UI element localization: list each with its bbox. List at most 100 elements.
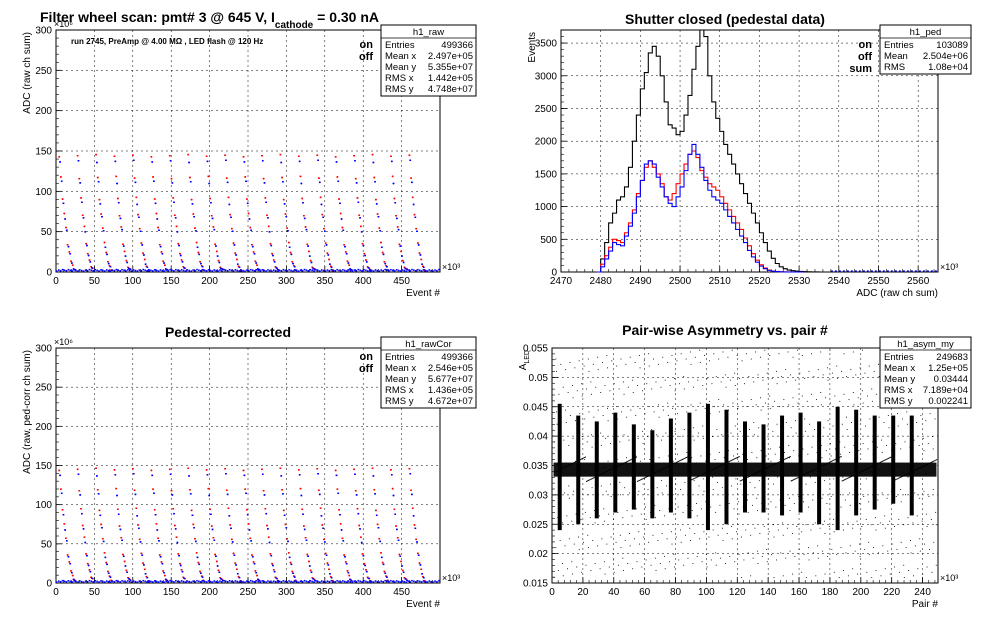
data-point [837, 471, 839, 473]
data-point [58, 469, 61, 472]
data-point [792, 356, 794, 358]
data-point [82, 524, 84, 527]
data-point [723, 463, 725, 465]
data-point [406, 268, 408, 270]
data-point [606, 407, 608, 409]
data-point [613, 571, 615, 573]
data-point [91, 267, 93, 269]
data-point [215, 580, 217, 583]
histogram-on [596, 150, 804, 273]
data-point [176, 225, 178, 228]
data-point [209, 580, 212, 583]
data-point [384, 572, 387, 574]
data-point [355, 177, 357, 180]
data-point [798, 508, 800, 510]
data-point [303, 268, 306, 271]
data-point [914, 545, 916, 547]
data-point [75, 580, 77, 583]
spike-lower [780, 469, 785, 516]
data-point [715, 376, 717, 378]
data-point [296, 580, 298, 583]
data-point [384, 579, 386, 582]
data-point [883, 422, 885, 423]
data-point [769, 355, 771, 356]
data-point [114, 474, 117, 476]
data-point [588, 411, 590, 413]
data-point [834, 395, 836, 397]
data-point [67, 580, 70, 582]
data-point [595, 386, 597, 388]
data-point [900, 489, 902, 490]
spike-lower [594, 469, 599, 519]
data-point [246, 580, 248, 582]
data-point [886, 458, 888, 460]
data-point [621, 411, 623, 413]
data-point [152, 270, 154, 272]
data-point [630, 409, 632, 411]
data-point [107, 570, 109, 573]
data-point [928, 462, 930, 464]
data-point [775, 462, 777, 464]
data-point [807, 453, 809, 455]
data-point [849, 476, 851, 478]
stats-value: 499366 [441, 40, 473, 51]
data-point [394, 202, 397, 204]
data-point [620, 358, 622, 360]
data-point [213, 539, 216, 542]
data-point [59, 580, 62, 583]
data-point [206, 160, 209, 163]
data-point [678, 460, 680, 462]
data-point [731, 459, 733, 461]
spike-upper [817, 421, 822, 470]
data-point [390, 268, 392, 271]
data-point [608, 566, 610, 568]
data-point [774, 463, 776, 465]
data-point [816, 451, 818, 453]
stats-label: Mean y [385, 374, 416, 385]
data-point [230, 580, 233, 583]
data-point [807, 506, 809, 508]
data-point [645, 476, 647, 478]
x-tick-label: 50 [89, 276, 101, 287]
data-point [871, 577, 873, 579]
data-point [573, 543, 575, 545]
data-point [224, 269, 227, 272]
data-point [203, 580, 206, 583]
data-point [66, 229, 68, 231]
data-point [88, 268, 91, 271]
data-point [727, 356, 729, 358]
data-point [188, 269, 191, 272]
data-point [367, 577, 370, 579]
data-point [412, 507, 414, 509]
data-point [720, 381, 722, 383]
data-point [342, 269, 344, 271]
data-point [138, 580, 141, 582]
data-point [785, 458, 787, 460]
data-point [79, 182, 82, 184]
data-point [394, 513, 397, 515]
data-point [666, 538, 668, 540]
data-point [629, 533, 631, 534]
data-point [844, 479, 846, 481]
data-point [600, 432, 602, 434]
legend-on: on [360, 351, 374, 363]
data-point [87, 252, 89, 255]
data-point [696, 476, 698, 478]
data-point [209, 269, 212, 272]
data-point [273, 259, 275, 261]
data-point [642, 483, 644, 485]
data-point [309, 580, 312, 582]
data-point [745, 529, 747, 531]
data-point [236, 568, 238, 570]
data-point [77, 270, 79, 272]
data-point [306, 243, 309, 245]
data-point [163, 572, 165, 574]
data-point [916, 422, 918, 423]
data-points [56, 467, 440, 583]
data-point [118, 513, 120, 515]
data-point [814, 468, 816, 470]
data-point [148, 270, 150, 272]
data-point [661, 533, 663, 534]
data-point [317, 473, 319, 475]
data-point [305, 580, 308, 583]
